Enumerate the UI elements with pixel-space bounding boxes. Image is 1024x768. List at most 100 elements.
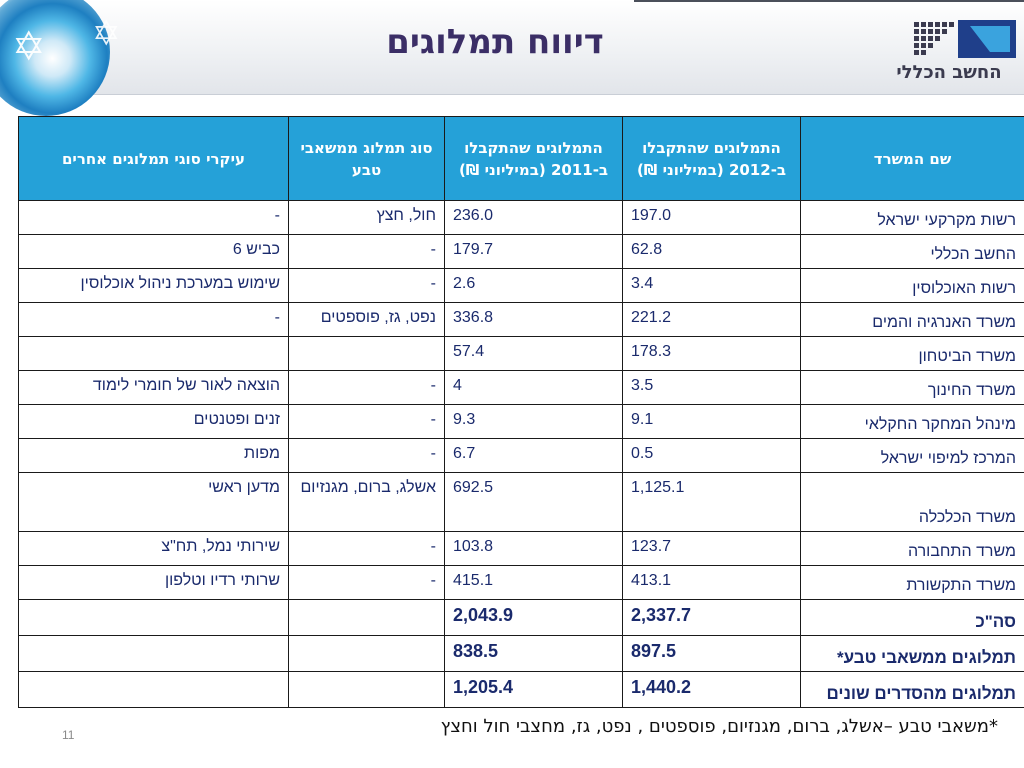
- natural-resource-cell: נפט, גז, פוספטים: [288, 302, 445, 337]
- logo: החשב הכללי: [880, 18, 1018, 86]
- empty-cell: [288, 599, 445, 636]
- office-name-cell: משרד החינוך: [800, 370, 1024, 405]
- royalty-2011-cell: 236.0: [444, 200, 623, 235]
- col-2011: התמלוגים שהתקבלו ב-2011 (במיליוני ₪): [444, 116, 623, 201]
- royalty-2011-cell: 336.8: [444, 302, 623, 337]
- natural-resource-cell: [288, 336, 445, 371]
- star-of-david-icon: ✡: [92, 14, 121, 54]
- natural-resource-cell: -: [288, 370, 445, 405]
- royalty-2011-cell: 57.4: [444, 336, 623, 371]
- office-name-cell: רשות מקרקעי ישראל: [800, 200, 1024, 235]
- logo-text: החשב הכללי: [896, 62, 1002, 83]
- table-header-row: שם המשרד התמלוגים שהתקבלו ב-2012 (במיליו…: [18, 116, 1024, 201]
- summary-row: תמלוגים ממשאבי טבע* 897.5 838.5: [18, 635, 1024, 672]
- royalty-2011-cell: 2.6: [444, 268, 623, 303]
- royalty-2011-cell: 179.7: [444, 234, 623, 269]
- royalty-2012-cell: 9.1: [622, 404, 801, 439]
- royalty-2011-cell: 4: [444, 370, 623, 405]
- summary-2012-cell: 1,440.2: [622, 671, 801, 708]
- royalty-2012-cell: 178.3: [622, 336, 801, 371]
- other-royalty-cell: מפות: [18, 438, 289, 473]
- table-row: החשב הכללי 62.8 179.7- כביש 6: [18, 234, 1024, 269]
- royalty-2012-cell: 62.8: [622, 234, 801, 269]
- other-royalty-cell: -: [18, 302, 289, 337]
- empty-cell: [288, 635, 445, 672]
- summary-2011-cell: 838.5: [444, 635, 623, 672]
- empty-cell: [18, 599, 289, 636]
- royalty-2012-cell: 123.7: [622, 531, 801, 566]
- office-name-cell: משרד התחבורה: [800, 531, 1024, 566]
- slide-header: ✡ ✡ דיווח תמלוגים החשב הכללי: [0, 0, 1024, 116]
- royalty-2011-cell: 6.7: [444, 438, 623, 473]
- summary-row: תמלוגים מהסדרים שונים 1,440.2 1,205.4: [18, 671, 1024, 708]
- summary-label-cell: סה"כ: [800, 599, 1024, 636]
- table-row: מינהל המחקר החקלאי 9.1 9.3- זנים ופטנטים: [18, 404, 1024, 439]
- royalty-2011-cell: 103.8: [444, 531, 623, 566]
- table-row: משרד התחבורה 123.7 103.8- שירותי נמל, תח"צ: [18, 531, 1024, 566]
- other-royalty-cell: שימוש במערכת ניהול אוכלוסין: [18, 268, 289, 303]
- royalty-2011-cell: 9.3: [444, 404, 623, 439]
- other-royalty-cell: כביש 6: [18, 234, 289, 269]
- table-row: משרד התקשורת 413.1 415.1- שרותי רדיו וטלפון: [18, 565, 1024, 600]
- natural-resource-cell: -: [288, 438, 445, 473]
- summary-2012-cell: 897.5: [622, 635, 801, 672]
- page-title: דיווח תמלוגים: [386, 22, 604, 62]
- other-royalty-cell: שירותי נמל, תח"צ: [18, 531, 289, 566]
- table-row: משרד הביטחון 178.3 57.4: [18, 336, 1024, 371]
- col-natural-resources: סוג תמלוג ממשאבי טבע: [288, 116, 445, 201]
- summary-2011-cell: 2,043.9: [444, 599, 623, 636]
- summary-2012-cell: 2,337.7: [622, 599, 801, 636]
- logo-icon: [914, 20, 1016, 58]
- summary-row: סה"כ 2,337.7 2,043.9: [18, 599, 1024, 636]
- natural-resource-cell: אשלג, ברום, מגנזיום: [288, 472, 445, 532]
- natural-resource-cell: -: [288, 565, 445, 600]
- table-row: המרכז למיפוי ישראל 0.5 6.7- מפות: [18, 438, 1024, 473]
- other-royalty-cell: -: [18, 200, 289, 235]
- summary-label-cell: תמלוגים ממשאבי טבע*: [800, 635, 1024, 672]
- office-name-cell: משרד התקשורת: [800, 565, 1024, 600]
- table-row: משרד החינוך 3.5 4- הוצאה לאור של חומרי לימו…: [18, 370, 1024, 405]
- royalty-2012-cell: 197.0: [622, 200, 801, 235]
- other-royalty-cell: [18, 336, 289, 371]
- table-row: רשות מקרקעי ישראל 197.0 236.0 חול, חצץ -: [18, 200, 1024, 235]
- natural-resource-cell: חול, חצץ: [288, 200, 445, 235]
- col-other-royalties: עיקרי סוגי תמלוגים אחרים: [18, 116, 289, 201]
- office-name-cell: רשות האוכלוסין: [800, 268, 1024, 303]
- empty-cell: [288, 671, 445, 708]
- office-name-cell: משרד הביטחון: [800, 336, 1024, 371]
- royalty-2011-cell: 415.1: [444, 565, 623, 600]
- other-royalty-cell: מדען ראשי: [18, 472, 289, 532]
- royalty-2012-cell: 3.5: [622, 370, 801, 405]
- table-row: רשות האוכלוסין 3.4 2.6- שימוש במערכת ניהול …: [18, 268, 1024, 303]
- office-name-cell: מינהל המחקר החקלאי: [800, 404, 1024, 439]
- empty-cell: [18, 635, 289, 672]
- footnote: *משאבי טבע –אשלג, ברום, מגנזיום, פוספטים…: [440, 716, 998, 737]
- royalty-2012-cell: 0.5: [622, 438, 801, 473]
- royalty-2012-cell: 1,125.1: [622, 472, 801, 532]
- office-name-cell: משרד האנרגיה והמים: [800, 302, 1024, 337]
- empty-cell: [18, 671, 289, 708]
- office-name-cell: המרכז למיפוי ישראל: [800, 438, 1024, 473]
- royalty-2012-cell: 3.4: [622, 268, 801, 303]
- office-name-cell: משרד הכלכלה: [800, 472, 1024, 532]
- table-row: משרד האנרגיה והמים 221.2 336.8 נפט, גז, פוס…: [18, 302, 1024, 337]
- col-2012: התמלוגים שהתקבלו ב-2012 (במיליוני ₪): [622, 116, 801, 201]
- royalty-2011-cell: 692.5: [444, 472, 623, 532]
- royalty-2012-cell: 413.1: [622, 565, 801, 600]
- globe-star-icon: ✡: [0, 0, 110, 116]
- summary-2011-cell: 1,205.4: [444, 671, 623, 708]
- table-row: משרד הכלכלה 1,125.1 692.5 אשלג, ברום, מגנזי…: [18, 472, 1024, 532]
- natural-resource-cell: -: [288, 404, 445, 439]
- royalty-2012-cell: 221.2: [622, 302, 801, 337]
- other-royalty-cell: הוצאה לאור של חומרי לימוד: [18, 370, 289, 405]
- col-office-name: שם המשרד: [800, 116, 1024, 201]
- header-top-line: [634, 0, 1024, 2]
- office-name-cell: החשב הכללי: [800, 234, 1024, 269]
- page-number: 11: [62, 728, 75, 742]
- natural-resource-cell: -: [288, 531, 445, 566]
- natural-resource-cell: -: [288, 234, 445, 269]
- summary-label-cell: תמלוגים מהסדרים שונים: [800, 671, 1024, 708]
- royalties-table: שם המשרד התמלוגים שהתקבלו ב-2012 (במיליו…: [18, 116, 1024, 708]
- natural-resource-cell: -: [288, 268, 445, 303]
- other-royalty-cell: זנים ופטנטים: [18, 404, 289, 439]
